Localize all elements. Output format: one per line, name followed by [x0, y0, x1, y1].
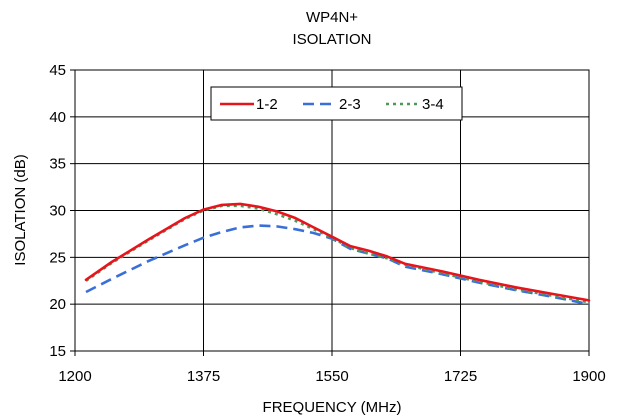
y-tick-label: 45 — [49, 62, 66, 79]
x-tick-label: 1375 — [187, 368, 220, 385]
y-tick-label: 30 — [49, 203, 66, 220]
legend: 1-2 2-3 3-4 — [210, 86, 463, 121]
y-tick-label: 35 — [49, 156, 66, 173]
series-layer — [84, 202, 591, 306]
y-tick-label: 25 — [49, 249, 66, 266]
legend-label-2-3: 2-3 — [339, 96, 361, 113]
chart-subtitle: ISOLATION — [293, 31, 372, 48]
y-tick-label: 15 — [49, 343, 66, 360]
x-tick-label: 1200 — [58, 368, 91, 385]
legend-label-3-4: 3-4 — [422, 96, 444, 113]
tick-labels: 15 20 25 30 35 40 45 1200 1375 1550 1725 1900 — [49, 62, 605, 385]
chart-title: WP4N+ — [306, 9, 358, 26]
x-tick-label: 1550 — [315, 368, 348, 385]
y-tick-label: 40 — [49, 109, 66, 126]
y-tick-label: 20 — [49, 296, 66, 313]
legend-label-1-2: 1-2 — [256, 96, 278, 113]
plot-area — [74, 69, 590, 352]
x-tick-label: 1725 — [444, 368, 477, 385]
x-axis-label: FREQUENCY (MHz) — [263, 399, 402, 416]
series-line-3-4 — [85, 204, 590, 304]
series-line-1-2 — [84, 202, 591, 302]
series-line-2-3 — [85, 224, 590, 306]
y-axis-label: ISOLATION (dB) — [12, 154, 29, 265]
x-tick-label: 1900 — [572, 368, 605, 385]
